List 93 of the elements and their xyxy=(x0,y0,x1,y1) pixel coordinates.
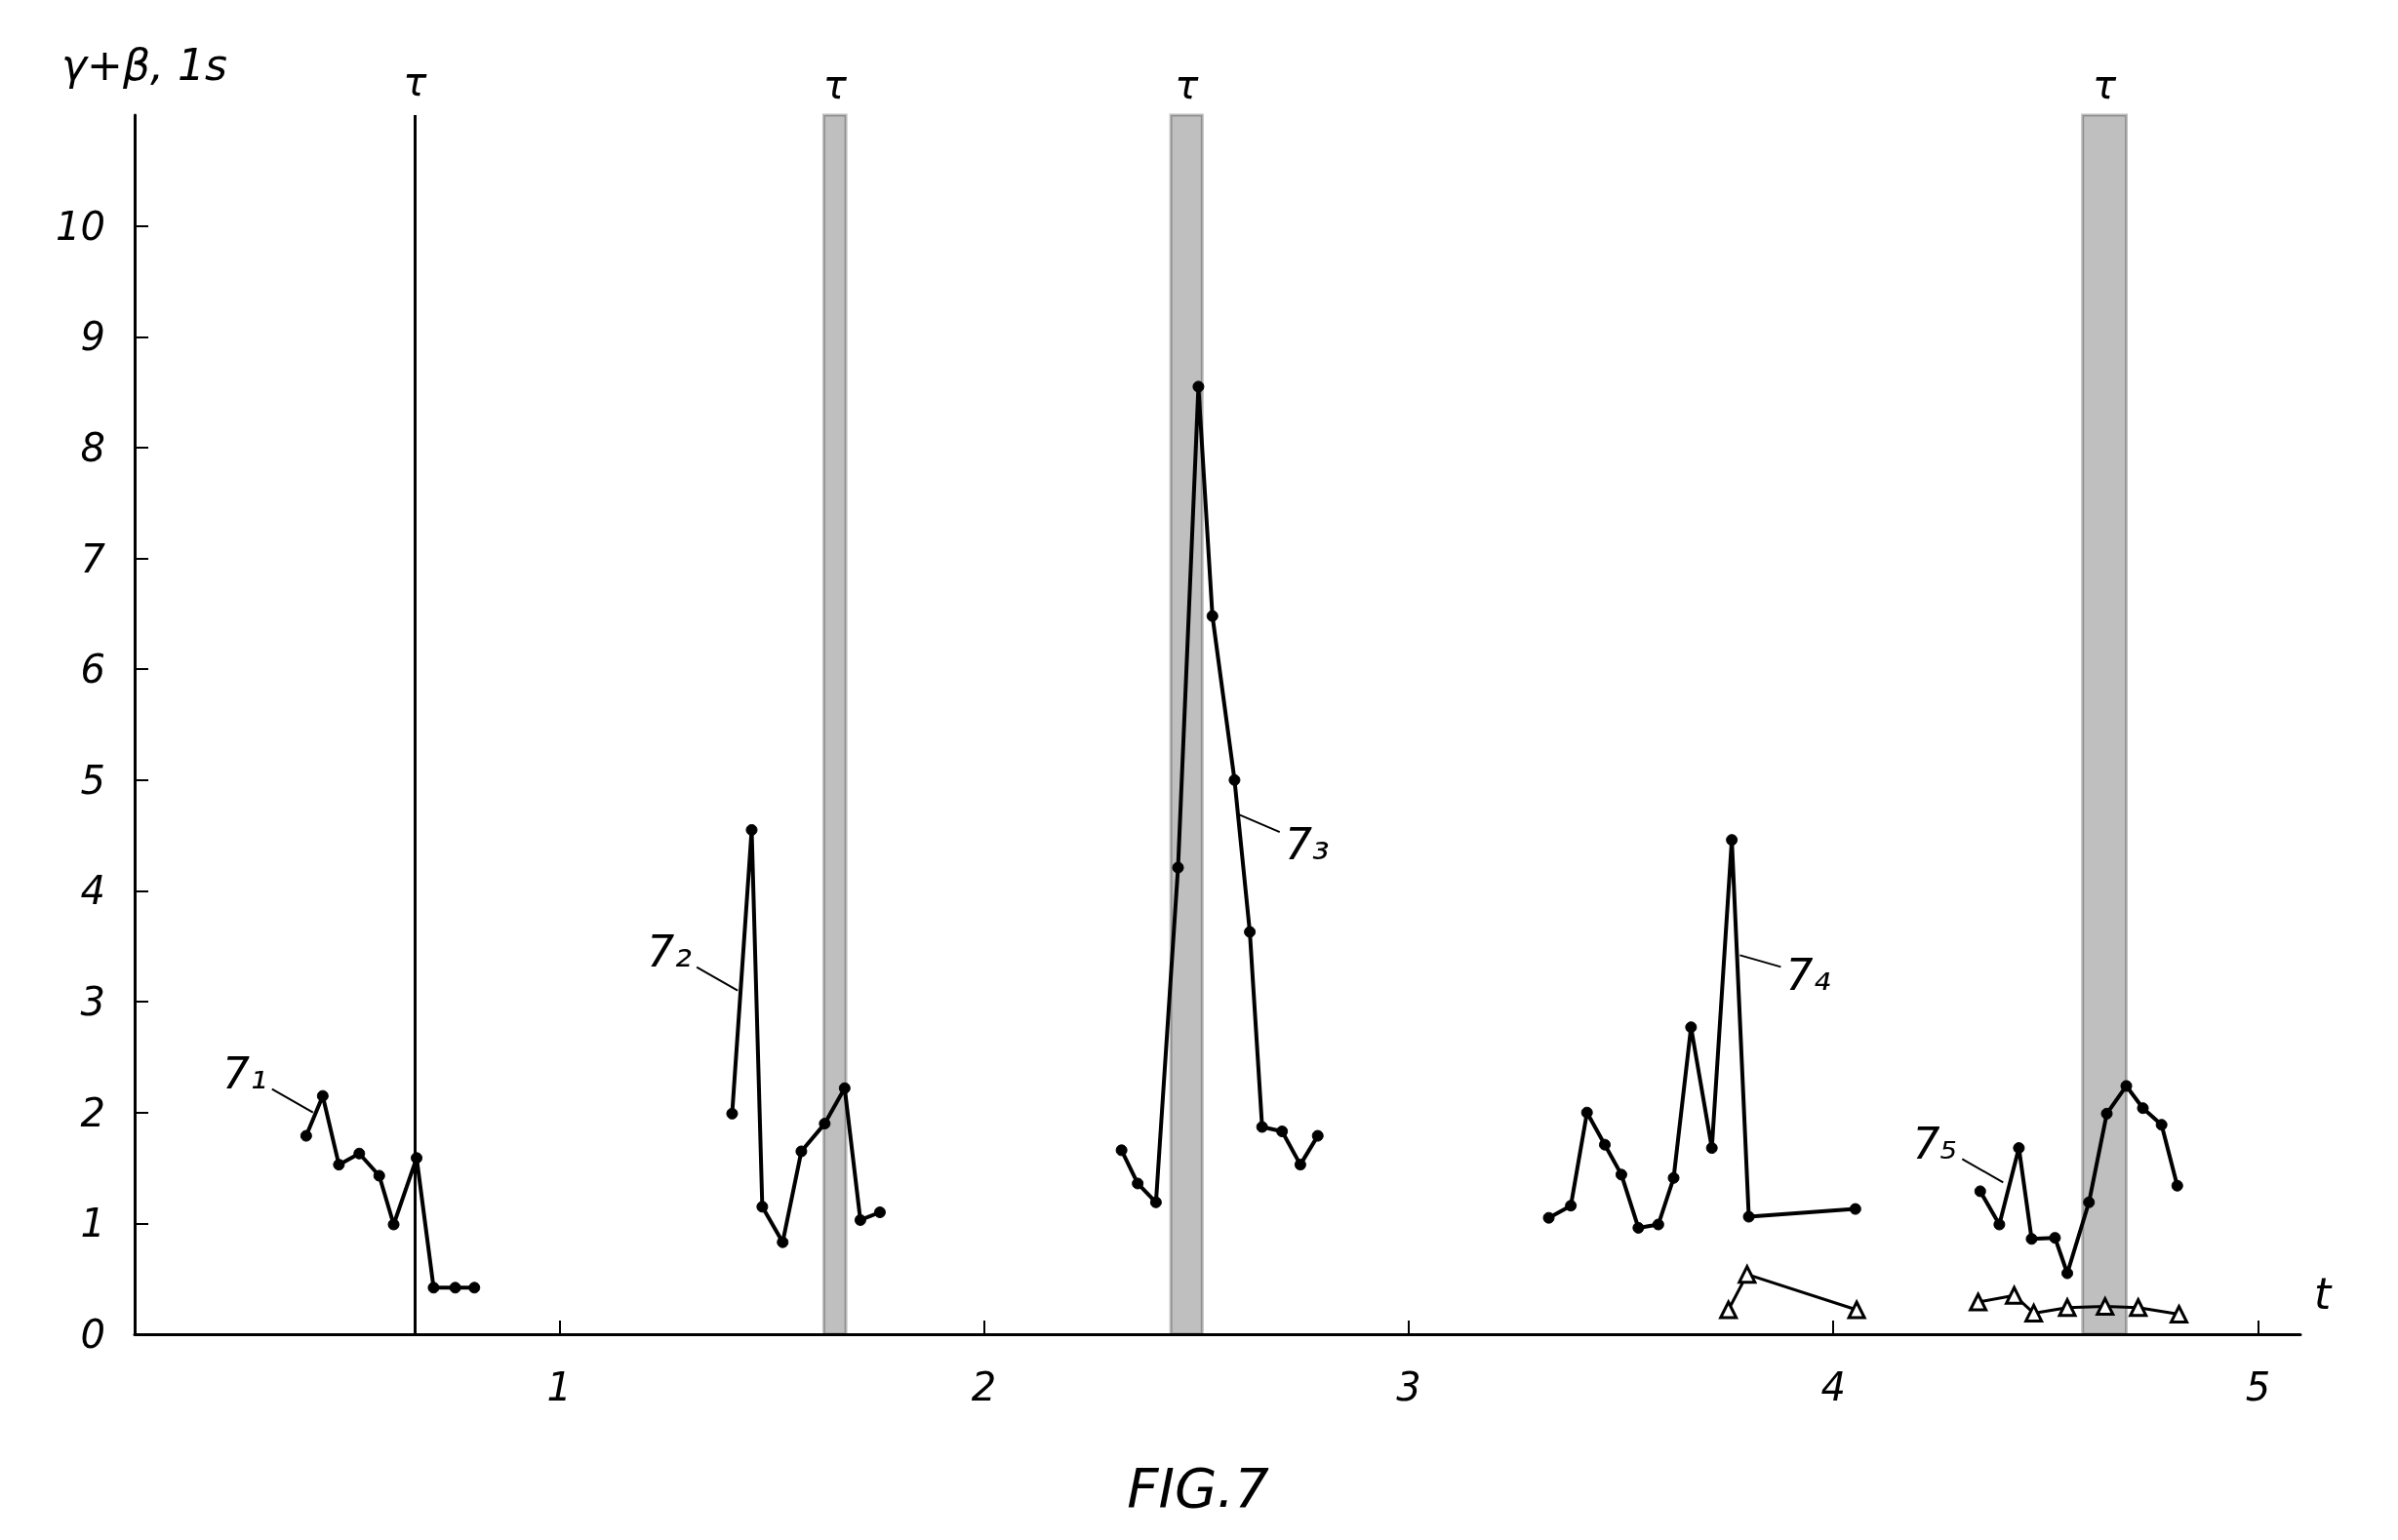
y-tick-label: 7 xyxy=(80,535,106,581)
y-tick-label: 5 xyxy=(80,757,105,803)
point xyxy=(2024,1303,2044,1323)
band-label: τ xyxy=(2093,61,2118,107)
point xyxy=(777,1236,789,1248)
point xyxy=(1719,1300,1739,1320)
point xyxy=(795,1145,808,1158)
point xyxy=(1667,1171,1680,1184)
x-axis-title: t xyxy=(2314,1268,2333,1319)
point xyxy=(819,1118,831,1130)
point xyxy=(2083,1196,2096,1208)
x-tick-label: 3 xyxy=(1396,1364,1421,1409)
point xyxy=(411,1152,423,1165)
x-tick-label: 2 xyxy=(971,1364,997,1409)
point xyxy=(1993,1218,2006,1231)
point xyxy=(2129,1298,2148,1318)
band-label: τ xyxy=(1175,61,1200,107)
point xyxy=(854,1213,866,1226)
point xyxy=(1738,1265,1757,1284)
point xyxy=(2058,1298,2077,1318)
y-tick-label: 6 xyxy=(80,647,105,692)
point xyxy=(2120,1080,2133,1092)
y-tick-label: 8 xyxy=(80,424,105,470)
annotation: 7₁ xyxy=(222,1048,267,1099)
point xyxy=(1599,1138,1611,1151)
point xyxy=(1206,610,1219,622)
text: FIG.7 xyxy=(1127,1455,1270,1520)
band-label: τ xyxy=(822,61,848,107)
point xyxy=(2049,1232,2061,1244)
annotation: 7₅ xyxy=(1912,1118,1958,1168)
point xyxy=(373,1169,385,1182)
point xyxy=(2137,1102,2149,1115)
point xyxy=(1615,1168,1627,1181)
point xyxy=(333,1159,345,1171)
point xyxy=(1847,1300,1866,1320)
annotation: 7₂ xyxy=(647,927,692,977)
point xyxy=(2171,1179,2183,1192)
point xyxy=(2155,1119,2168,1131)
point xyxy=(1192,380,1205,393)
y-tick-label: 0 xyxy=(80,1312,105,1357)
point xyxy=(1256,1121,1268,1133)
point xyxy=(1115,1144,1128,1157)
point xyxy=(316,1089,329,1102)
point xyxy=(1132,1177,1144,1190)
annotation: 7₄ xyxy=(1785,949,1831,1000)
point xyxy=(756,1201,769,1213)
point xyxy=(1228,773,1241,786)
point xyxy=(1542,1211,1555,1224)
point xyxy=(2170,1305,2189,1324)
point xyxy=(1149,1196,1162,1208)
point xyxy=(726,1107,739,1120)
point xyxy=(1311,1129,1324,1142)
y-tick-label: 10 xyxy=(56,203,105,249)
point xyxy=(1974,1185,1986,1198)
point xyxy=(2100,1107,2113,1120)
point xyxy=(2004,1283,2024,1305)
point xyxy=(2061,1267,2074,1280)
point xyxy=(1580,1106,1593,1119)
ref-line-label: τ xyxy=(403,59,428,104)
point xyxy=(1565,1200,1578,1212)
point xyxy=(1968,1290,1988,1312)
point xyxy=(2013,1142,2025,1155)
point xyxy=(745,823,758,836)
point xyxy=(1742,1210,1755,1223)
y-tick-label: 1 xyxy=(80,1201,105,1246)
point xyxy=(1244,926,1257,938)
point xyxy=(1685,1021,1698,1034)
x-tick-label: 4 xyxy=(1820,1364,1846,1409)
point xyxy=(2025,1233,2038,1245)
point xyxy=(1172,861,1184,874)
point xyxy=(468,1282,481,1294)
y-tick-label: 9 xyxy=(80,314,105,360)
point xyxy=(1726,834,1739,847)
point xyxy=(1294,1159,1306,1171)
x-tick-label: 1 xyxy=(546,1364,573,1409)
point xyxy=(300,1129,312,1142)
point xyxy=(353,1147,366,1160)
annotation: 7₃ xyxy=(1284,818,1330,869)
x-tick-label: 5 xyxy=(2245,1364,2271,1409)
point xyxy=(427,1282,440,1294)
point xyxy=(1849,1203,1861,1215)
y-tick-label: 4 xyxy=(80,868,105,914)
point xyxy=(449,1282,461,1294)
point xyxy=(1632,1221,1645,1234)
point xyxy=(1652,1218,1664,1231)
y-tick-label: 3 xyxy=(80,979,105,1025)
y-tick-label: 2 xyxy=(80,1089,105,1135)
point xyxy=(1705,1142,1718,1155)
point xyxy=(838,1082,851,1094)
point xyxy=(873,1206,886,1218)
point xyxy=(1276,1125,1289,1138)
y-axis-title: γ+β, 1s xyxy=(61,39,227,90)
point xyxy=(2096,1297,2115,1317)
